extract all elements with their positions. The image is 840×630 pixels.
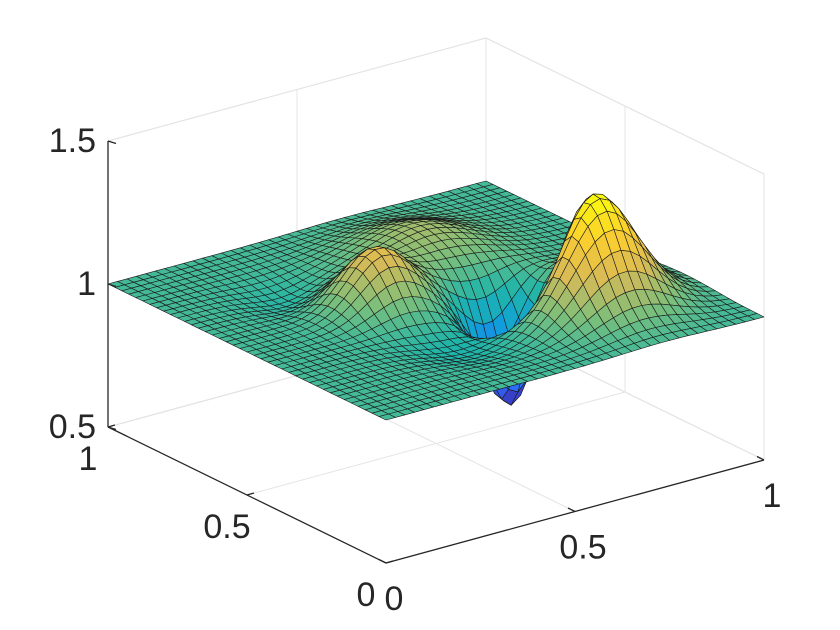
x-axis-line <box>385 459 765 564</box>
y-tick-label: 1 <box>79 440 98 478</box>
grid-line-y-floor <box>246 391 626 496</box>
z-tick-mark <box>107 426 117 431</box>
y-tick-mark <box>246 492 255 496</box>
grid-line-z-side <box>485 37 765 175</box>
z-tick-label: 0.5 <box>49 408 96 446</box>
x-tick-label: 0 <box>385 580 404 618</box>
z-tick-label: 1.5 <box>49 122 96 160</box>
surface-mesh <box>107 180 765 421</box>
z-tick-label: 1 <box>77 265 96 303</box>
grid-line-z-back <box>107 37 487 142</box>
x-tick-label: 1 <box>763 477 782 515</box>
x-tick-mark <box>378 558 387 564</box>
y-tick-label: 0.5 <box>203 508 250 546</box>
z-tick-mark <box>107 140 117 145</box>
x-tick-mark <box>567 507 576 513</box>
tick-marks <box>107 140 765 564</box>
x-tick-mark <box>756 455 765 461</box>
y-tick-label: 0 <box>357 576 376 614</box>
x-tick-label: 0.5 <box>559 529 606 567</box>
y-tick-mark <box>107 424 116 428</box>
z-tick-mark <box>107 283 117 288</box>
surface-patch <box>378 413 396 421</box>
y-tick-mark <box>385 560 394 564</box>
